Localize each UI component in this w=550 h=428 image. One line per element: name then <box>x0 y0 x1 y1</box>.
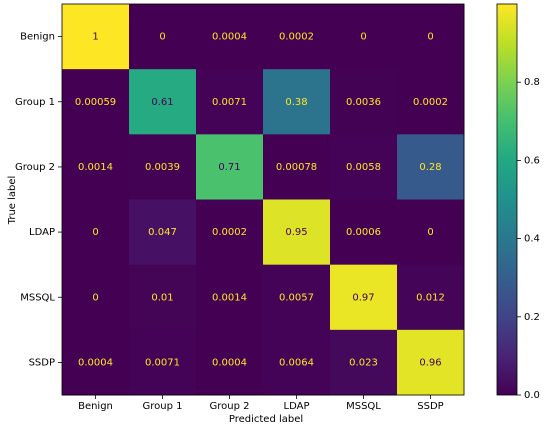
cell <box>129 199 197 266</box>
y-axis-label: True label <box>7 176 18 226</box>
cell <box>330 4 398 70</box>
cell-label: 0.0057 <box>279 292 314 303</box>
cell <box>196 199 264 266</box>
y-tick-label: LDAP <box>29 227 55 238</box>
cell-label: 0 <box>360 32 366 43</box>
cell <box>196 69 264 135</box>
cell <box>263 69 331 135</box>
cell <box>196 329 264 396</box>
cell <box>129 134 197 200</box>
colorbar <box>496 3 518 396</box>
cell <box>330 264 398 331</box>
x-tick-label: Group 2 <box>210 401 250 412</box>
cell <box>129 69 197 135</box>
cell <box>263 199 331 266</box>
y-tick-label: Group 1 <box>15 97 55 108</box>
cell-label: 0.00059 <box>75 97 116 108</box>
cell-label: 0 <box>159 32 165 43</box>
cell-label: 0.95 <box>285 227 307 238</box>
cell-label: 0.0002 <box>212 227 247 238</box>
x-axis-label: Predicted label <box>229 414 303 425</box>
x-tick-label: LDAP <box>284 401 310 412</box>
cell-label: 0 <box>92 227 98 238</box>
cell <box>330 199 398 266</box>
cell <box>397 199 465 266</box>
cell <box>62 69 130 135</box>
cell-label: 0.0064 <box>279 357 314 368</box>
cell-label: 0.023 <box>349 357 378 368</box>
cell <box>62 199 130 266</box>
colorbar-tick-label: 0.2 <box>524 312 540 323</box>
cell <box>196 4 264 70</box>
cell <box>263 329 331 396</box>
cell <box>129 4 197 70</box>
colorbar-tick-label: 0.8 <box>524 77 540 88</box>
cell-label: 0.0036 <box>346 97 381 108</box>
cell <box>330 134 398 200</box>
cell <box>263 264 331 331</box>
y-tick-label: MSSQL <box>20 292 55 303</box>
x-tick-label: MSSQL <box>346 401 381 412</box>
cell-label: 0.012 <box>416 292 445 303</box>
cell-label: 0.0002 <box>279 32 314 43</box>
cell <box>330 69 398 135</box>
cell <box>397 134 465 200</box>
x-tick-label: SSDP <box>417 401 443 412</box>
cell <box>129 329 197 396</box>
cell <box>62 329 130 396</box>
cell <box>196 134 264 200</box>
cell-label: 0.0006 <box>346 227 381 238</box>
cell <box>62 264 130 331</box>
cell-label: 0.0039 <box>145 162 180 173</box>
cell-label: 0.28 <box>419 162 441 173</box>
cell-label: 0.0071 <box>145 357 180 368</box>
colorbar-tick-label: 0.6 <box>524 155 540 166</box>
cell-label: 0.0004 <box>78 357 113 368</box>
y-tick-label: Group 2 <box>15 162 55 173</box>
cell <box>196 264 264 331</box>
cell <box>397 69 465 135</box>
y-tick-label: SSDP <box>29 357 55 368</box>
cell-label: 0 <box>427 227 433 238</box>
cell-label: 0.71 <box>218 162 240 173</box>
cell <box>397 264 465 331</box>
cell-label: 0.0002 <box>413 97 448 108</box>
cell <box>397 329 465 396</box>
cell <box>263 134 331 200</box>
cell-label: 0.0071 <box>212 97 247 108</box>
cell <box>397 4 465 70</box>
cell <box>263 4 331 70</box>
y-tick-label: Benign <box>20 32 55 43</box>
colorbar-tick-label: 0.0 <box>524 390 540 401</box>
cell <box>330 329 398 396</box>
cell-label: 0.97 <box>352 292 374 303</box>
cell-label: 0.96 <box>419 357 441 368</box>
cell-label: 0 <box>92 292 98 303</box>
cell-label: 0.01 <box>151 292 173 303</box>
cell-label: 0.0004 <box>212 32 247 43</box>
cell-label: 0.00078 <box>276 162 317 173</box>
cell-label: 1 <box>92 32 98 43</box>
cell-label: 0.61 <box>151 97 173 108</box>
cell <box>62 134 130 200</box>
cell-label: 0.0014 <box>212 292 247 303</box>
colorbar-tick-label: 0.4 <box>524 234 540 245</box>
cell-label: 0.0058 <box>346 162 381 173</box>
cell-label: 0.0004 <box>212 357 247 368</box>
cell-label: 0.047 <box>148 227 177 238</box>
cell-label: 0 <box>427 32 433 43</box>
cell-label: 0.0014 <box>78 162 113 173</box>
cell <box>129 264 197 331</box>
cell-label: 0.38 <box>285 97 307 108</box>
plot-frame <box>61 3 465 396</box>
x-tick-label: Group 1 <box>143 401 183 412</box>
cell <box>62 4 130 70</box>
x-tick-label: Benign <box>78 401 113 412</box>
